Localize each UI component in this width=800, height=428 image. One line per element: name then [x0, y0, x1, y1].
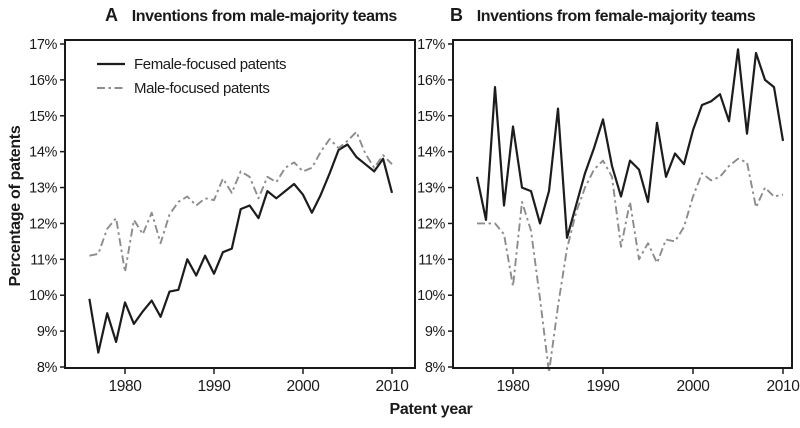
panel-b-x-tick-label: 1980: [497, 378, 531, 395]
legend-label-male-focused: Male-focused patents: [134, 79, 270, 97]
panel-b-y-tick-label: 16%: [417, 73, 445, 89]
legend-item-male-focused: Male-focused patents: [96, 76, 286, 100]
panel-b-letter: B: [450, 5, 463, 25]
panel-a-y-tick-label: 15%: [29, 109, 57, 125]
panel-b-x-tick-label: 1990: [587, 378, 621, 395]
panel-a-x-tick-label: 1990: [198, 378, 232, 395]
legend-item-female-focused: Female-focused patents: [96, 52, 287, 76]
panel-b-y-tick-label: 12%: [417, 216, 445, 232]
panel-b-y-tick-label: 17%: [417, 37, 445, 53]
panel-a-y-tick-label: 10%: [29, 288, 57, 304]
panel-a-x-tick-label: 2010: [376, 378, 410, 395]
panel-b-series-female-focused-patents: [475, 48, 785, 239]
panel-b-y-tick-label: 14%: [417, 145, 445, 161]
panel-a-y-tick-label: 11%: [30, 252, 57, 268]
panel-b-y-tick-label: 15%: [417, 109, 445, 125]
panel-a-y-tick-label: 9%: [37, 324, 58, 340]
panel-a-y-tick-label: 14%: [29, 145, 57, 161]
panel-a-x-tick-label: 2000: [287, 378, 321, 395]
panel-b-y-tick-label: 11%: [418, 252, 445, 268]
panel-b-y-tick-label: 8%: [425, 360, 446, 376]
panel-a-y-tick-label: 8%: [37, 360, 58, 376]
panel-a-series-female-focused-patents: [88, 143, 394, 354]
panel-a-series-male-focused-patents: [89, 130, 393, 273]
panel-a-x-tick-label: 1980: [109, 378, 143, 395]
chart-legend: Female-focused patents Male-focused pate…: [96, 52, 287, 100]
panel-b-y-tick-label: 13%: [417, 181, 445, 197]
panel-b-plot-frame: [452, 39, 793, 369]
panel-a-y-tick-label: 17%: [29, 37, 57, 53]
panel-b-series-male-focused-patents: [477, 157, 784, 374]
panel-b-x-tick-label: 2010: [767, 378, 800, 395]
panel-a-y-tick-label: 16%: [29, 73, 57, 89]
panel-a-y-tick-label: 13%: [29, 181, 57, 197]
panel-b-y-tick-label: 9%: [425, 324, 446, 340]
panel-a-header: A Inventions from male-majority teams: [105, 5, 397, 26]
panel-a-y-tick-label: 12%: [29, 216, 57, 232]
panel-a-letter: A: [105, 5, 118, 25]
panel-a-title: Inventions from male-majority teams: [131, 8, 398, 25]
panel-b-y-tick-label: 10%: [417, 288, 445, 304]
solid-line-swatch-icon: [97, 62, 125, 66]
panel-b-header: B Inventions from female-majority teams: [450, 5, 756, 26]
dash-dot-line-swatch-icon: [97, 87, 125, 89]
panel-b-title: Inventions from female-majority teams: [476, 8, 756, 25]
x-axis-label: Patent year: [389, 401, 473, 418]
legend-label-female-focused: Female-focused patents: [134, 55, 287, 73]
panel-b-x-tick-label: 2000: [677, 378, 711, 395]
panel-a-plot-frame: [64, 39, 416, 369]
